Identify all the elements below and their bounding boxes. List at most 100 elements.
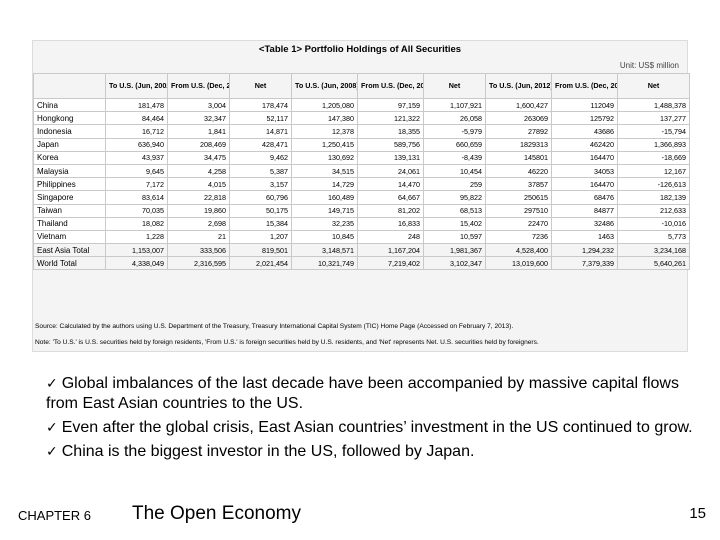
table-cell: 95,822 — [423, 190, 486, 205]
table-header-row: To U.S. (Jun, 2002) From U.S. (Dec, 2001… — [33, 73, 690, 99]
table-cell: 1,107,921 — [423, 97, 486, 113]
checkmark-icon: ✓ — [46, 444, 58, 460]
table-cell: 1,228 — [105, 229, 168, 245]
table-cell: 10,597 — [423, 229, 486, 245]
table-cell: 1,366,893 — [617, 137, 690, 152]
row-label: Malaysia — [33, 163, 106, 179]
row-label: Taiwan — [33, 203, 106, 218]
row-label: Philippines — [33, 177, 106, 192]
table-row: Philippines 7,172 4,015 3,157 14,729 14,470 25… — [33, 177, 690, 192]
checkmark-icon: ✓ — [46, 376, 58, 392]
table-cell: 26,058 — [423, 111, 486, 126]
page-number: 15 — [689, 505, 706, 522]
table-cell: 60,796 — [229, 190, 292, 205]
table-row: Singapore 83,614 22,818 60,796 160,489 64,667… — [33, 190, 690, 205]
table-cell: 43,937 — [105, 150, 168, 165]
table-cell: 2,698 — [167, 216, 230, 231]
portfolio-holdings-table-image: <Table 1> Portfolio Holdings of All Secu… — [32, 40, 690, 352]
table-cell: 46220 — [485, 163, 552, 179]
checkmark-icon: ✓ — [46, 420, 58, 436]
table-cell: 18,082 — [105, 216, 168, 231]
bullet-item: ✓ China is the biggest investor in the US… — [46, 442, 696, 462]
table-cell: 1,207 — [229, 229, 292, 245]
table-cell: 181,478 — [105, 97, 168, 113]
table-cell: 259 — [423, 177, 486, 192]
table-cell: 178,474 — [229, 97, 292, 113]
table-cell: 636,940 — [105, 137, 168, 152]
bullet-text: Even after the global crisis, East Asian… — [61, 419, 693, 436]
table-cell: 34,475 — [167, 150, 230, 165]
table-cell: 13,019,600 — [485, 256, 552, 271]
bullet-item: ✓ Even after the global crisis, East Asia… — [46, 418, 696, 438]
footer-topic: The Open Economy — [132, 503, 301, 524]
table-cell: -8,439 — [423, 150, 486, 165]
holdings-table: To U.S. (Jun, 2002) From U.S. (Dec, 2001… — [33, 73, 690, 271]
table-cell: 1,167,204 — [357, 243, 424, 258]
table-cell: 208,469 — [167, 137, 230, 152]
table-cell: 19,860 — [167, 203, 230, 218]
table-note: Note: 'To U.S.' is U.S. securities held … — [35, 339, 539, 346]
table-cell: 250615 — [485, 190, 552, 205]
table-cell: 164470 — [551, 177, 618, 192]
table-body: China 181,478 3,004 178,474 1,205,080 97,159 1… — [33, 97, 690, 271]
row-label: Indonesia — [33, 124, 106, 139]
table-cell: 50,175 — [229, 203, 292, 218]
table-cell: 22470 — [485, 216, 552, 231]
table-cell: 1,841 — [167, 124, 230, 139]
table-cell: 2,021,454 — [229, 256, 292, 271]
bullet-item: ✓ Global imbalances of the last decade ha… — [46, 374, 696, 414]
table-cell: 12,167 — [617, 163, 690, 179]
table-cell: 3,234,168 — [617, 243, 690, 258]
table-cell: 37857 — [485, 177, 552, 192]
table-cell: 147,380 — [291, 111, 358, 126]
table-cell: 3,004 — [167, 97, 230, 113]
table-cell: 145801 — [485, 150, 552, 165]
table-cell: 1829313 — [485, 137, 552, 152]
table-cell: 139,131 — [357, 150, 424, 165]
table-cell: 9,462 — [229, 150, 292, 165]
table-cell: 7236 — [485, 229, 552, 245]
table-cell: 14,470 — [357, 177, 424, 192]
table-cell: 5,640,261 — [617, 256, 690, 271]
table-cell: 21 — [167, 229, 230, 245]
table-row: Korea 43,937 34,475 9,462 130,692 139,131 -8,4… — [33, 150, 690, 165]
table-cell: 34,515 — [291, 163, 358, 179]
table-cell: 4,338,049 — [105, 256, 168, 271]
table-cell: 137,277 — [617, 111, 690, 126]
table-cell: -15,794 — [617, 124, 690, 139]
column-header: From U.S. (Dec, 2001) — [167, 73, 230, 99]
table-cell: 5,773 — [617, 229, 690, 245]
table-cell: 68,513 — [423, 203, 486, 218]
table-row: Indonesia 16,712 1,841 14,871 12,378 18,355 -5… — [33, 124, 690, 139]
table-cell: 112049 — [551, 97, 618, 113]
table-cell: 589,756 — [357, 137, 424, 152]
table-cell: 32486 — [551, 216, 618, 231]
table-cell: 18,355 — [357, 124, 424, 139]
table-cell: 84877 — [551, 203, 618, 218]
column-header: Net — [423, 73, 486, 99]
table-cell: 10,454 — [423, 163, 486, 179]
table-row: Hongkong 84,464 32,347 52,117 147,380 121,322… — [33, 111, 690, 126]
table-cell: 660,659 — [423, 137, 486, 152]
table-cell: -18,669 — [617, 150, 690, 165]
table-row: China 181,478 3,004 178,474 1,205,080 97,159 1… — [33, 97, 690, 113]
table-cell: 22,818 — [167, 190, 230, 205]
table-cell: -10,016 — [617, 216, 690, 231]
column-header: Net — [229, 73, 292, 99]
table-cell: 7,379,339 — [551, 256, 618, 271]
table-cell: 5,387 — [229, 163, 292, 179]
table-cell: 263069 — [485, 111, 552, 126]
table-cell: 149,715 — [291, 203, 358, 218]
table-cell: 4,528,400 — [485, 243, 552, 258]
row-label: Vietnam — [33, 229, 106, 245]
table-cell: 333,506 — [167, 243, 230, 258]
row-label: Thailand — [33, 216, 106, 231]
table-cell: 84,464 — [105, 111, 168, 126]
table-cell: -126,613 — [617, 177, 690, 192]
table-cell: 64,667 — [357, 190, 424, 205]
table-cell: 43686 — [551, 124, 618, 139]
table-cell: 160,489 — [291, 190, 358, 205]
table-cell: 248 — [357, 229, 424, 245]
table-cell: 27892 — [485, 124, 552, 139]
table-cell: 3,102,347 — [423, 256, 486, 271]
